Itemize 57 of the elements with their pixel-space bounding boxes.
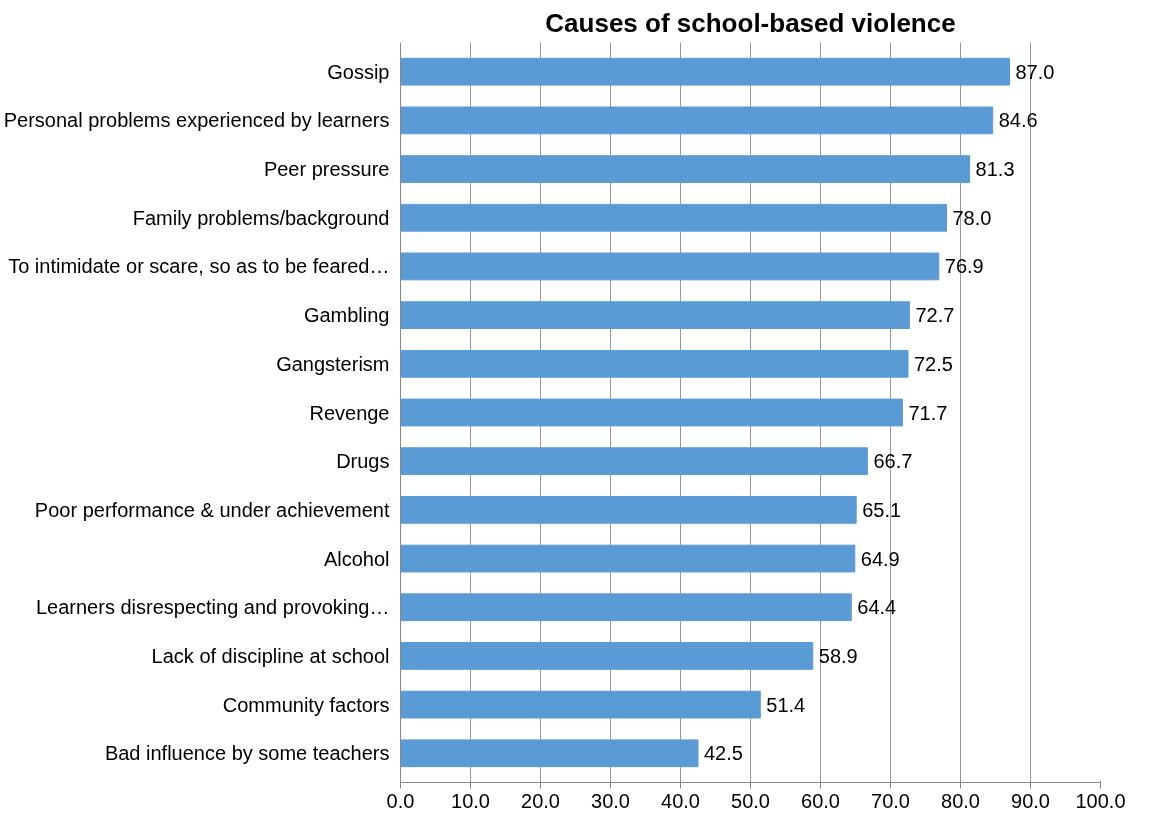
data-label: 78.0: [952, 206, 992, 229]
bar: [400, 447, 868, 476]
y-tick-label: Family problems/background: [132, 206, 390, 229]
bar: [400, 642, 814, 670]
y-tick-label: Bad influence by some teachers: [104, 742, 390, 765]
data-label: 42.5: [704, 742, 743, 765]
bar: [400, 349, 909, 378]
data-label: 81.3: [975, 158, 1015, 181]
y-tick-label: Alcohol: [323, 547, 390, 570]
y-tick-label: Gossip: [327, 60, 390, 83]
x-tick-label: 50.0: [731, 789, 770, 812]
y-tick-label: Peer pressure: [263, 158, 390, 181]
y-tick-label: Revenge: [309, 401, 390, 424]
bar: [400, 739, 699, 768]
data-label: 76.9: [944, 255, 984, 278]
x-tick-label: 60.0: [801, 789, 840, 812]
y-tick-label: Personal problems experienced by learners: [3, 109, 390, 132]
bar: [400, 690, 761, 719]
data-label: 58.9: [818, 644, 858, 667]
data-label: 65.1: [862, 498, 902, 521]
bar: [400, 398, 903, 427]
x-tick-label: 0.0: [386, 789, 415, 812]
x-tick-label: 30.0: [591, 789, 630, 812]
y-tick-label: Lack of discipline at school: [151, 644, 390, 667]
bar: [400, 203, 947, 232]
data-label: 72.7: [915, 304, 955, 327]
data-label: 71.7: [908, 401, 948, 424]
y-tick-label: Community factors: [222, 693, 390, 716]
y-tick-label: To intimidate or scare, so as to be feared…: [8, 255, 390, 278]
x-tick-label: 90.0: [1011, 789, 1050, 812]
bar: [400, 57, 1010, 86]
data-label: 87.0: [1015, 60, 1055, 83]
y-tick-label: Gangsterism: [276, 352, 390, 375]
y-tick-label: Learners disrespecting and provoking…: [35, 596, 390, 619]
x-tick-label: 20.0: [521, 789, 560, 812]
y-tick-label: Drugs: [336, 450, 390, 473]
data-label: 64.4: [857, 596, 897, 619]
data-label: 72.5: [914, 352, 953, 375]
data-label: 66.7: [873, 450, 913, 473]
y-tick-label: Gambling: [303, 304, 390, 327]
y-tick-label: Poor performance & under achievement: [34, 498, 390, 521]
bar: [400, 544, 856, 573]
bar: [400, 301, 910, 330]
data-label: 64.9: [860, 547, 900, 570]
x-tick-label: 80.0: [941, 789, 980, 812]
x-tick-label: 100.0: [1075, 789, 1126, 812]
x-tick-label: 70.0: [871, 789, 910, 812]
bar: [400, 252, 940, 281]
bar: [400, 495, 857, 524]
bar: [400, 593, 852, 622]
x-tick-label: 10.0: [451, 789, 490, 812]
bar: [400, 106, 994, 135]
chart-title: Causes of school-based violence: [545, 7, 956, 38]
data-label: 84.6: [998, 109, 1038, 132]
data-label: 51.4: [766, 693, 806, 716]
x-tick-label: 40.0: [661, 789, 700, 812]
bar: [400, 155, 971, 183]
